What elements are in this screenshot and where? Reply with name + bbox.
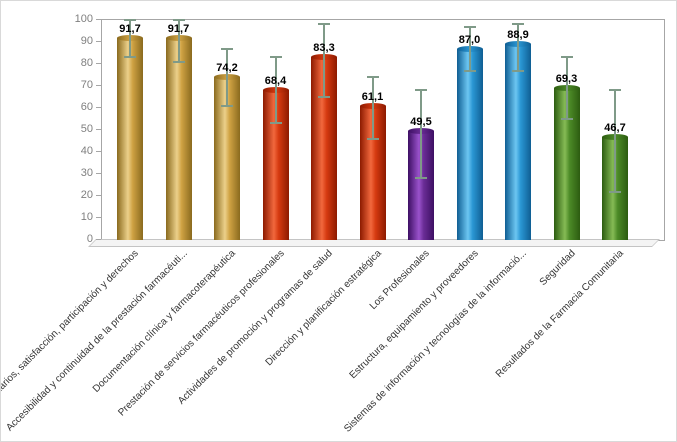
y-tick-mark: [96, 85, 101, 86]
error-bar-line: [468, 26, 471, 71]
error-bar-cap-high: [124, 19, 136, 21]
error-bar-cap-low: [512, 69, 524, 72]
y-tick-mark: [96, 239, 101, 240]
bar-slot: 61,1: [359, 20, 386, 240]
bar-slot: 91,7: [165, 19, 192, 240]
bar: [117, 38, 143, 240]
value-label: 88,9: [507, 29, 529, 42]
y-tick-label: 60: [80, 101, 93, 113]
bar-slot: 74,2: [214, 20, 240, 240]
error-bar-cap-high: [172, 19, 185, 21]
y-tick-mark: [96, 19, 101, 20]
error-bar-line: [565, 57, 568, 119]
value-label: 61,1: [361, 90, 384, 103]
y-tick-mark: [96, 107, 101, 108]
y-tick-mark: [96, 151, 101, 152]
error-bar-cap-low: [415, 177, 427, 180]
error-bar-line: [420, 90, 422, 179]
y-tick-mark: [96, 173, 101, 174]
y-tick-mark: [96, 63, 101, 64]
value-label: 83,3: [313, 41, 335, 54]
bar: [505, 44, 531, 240]
error-bar-line: [129, 20, 131, 58]
error-bar-cap-low: [463, 69, 476, 72]
error-bar-cap-high: [221, 47, 233, 50]
error-bar-cap-low: [560, 118, 573, 120]
value-label: 74,2: [216, 61, 238, 74]
bar-slot: 69,3: [553, 20, 580, 240]
value-label: 49,5: [410, 116, 432, 129]
error-bar-line: [323, 24, 325, 97]
error-bar-cap-high: [318, 23, 330, 26]
error-bar-cap-low: [221, 104, 233, 107]
error-bar-line: [226, 48, 228, 106]
bar-slot: 68,4: [262, 20, 289, 240]
error-bar-line: [614, 90, 616, 192]
y-tick-mark: [96, 41, 101, 42]
bar-slot: 49,5: [408, 20, 434, 240]
error-bar-cap-low: [609, 190, 621, 193]
error-bar-cap-high: [269, 56, 282, 59]
y-tick-label: 90: [80, 35, 93, 47]
error-bar-cap-high: [463, 25, 476, 28]
y-tick-label: 50: [80, 123, 93, 135]
y-tick-mark: [96, 195, 101, 196]
y-tick-label: 30: [80, 167, 93, 179]
y-tick-label: 100: [74, 13, 93, 25]
bar-slot: 46,7: [602, 20, 628, 240]
error-bar-line: [177, 20, 180, 62]
value-label: 46,7: [604, 122, 626, 135]
bar: [165, 38, 192, 240]
y-tick-mark: [96, 129, 101, 130]
error-bar-cap-high: [560, 56, 573, 59]
error-bar-cap-high: [366, 76, 379, 79]
error-bar-cap-high: [415, 89, 427, 92]
error-bar-cap-high: [512, 23, 524, 26]
value-label: 91,7: [167, 23, 190, 36]
value-label: 69,3: [555, 72, 578, 85]
error-bar-cap-low: [366, 137, 379, 140]
value-label: 91,7: [119, 23, 141, 36]
y-tick-label: 80: [80, 57, 93, 69]
bar-slot: 88,9: [505, 20, 531, 240]
bar: [456, 48, 483, 240]
error-bar-cap-high: [609, 89, 621, 92]
error-bar-cap-low: [269, 122, 282, 125]
bar-slot: 87,0: [456, 20, 483, 240]
y-tick-label: 70: [80, 79, 93, 91]
y-tick-label: 40: [80, 145, 93, 157]
y-tick-label: 0: [86, 233, 93, 245]
error-bar-line: [371, 77, 374, 139]
y-tick-mark: [96, 217, 101, 218]
y-tick-label: 20: [80, 189, 93, 201]
error-bar-line: [517, 24, 519, 71]
y-tick-label: 10: [80, 211, 93, 223]
error-bar-cap-low: [172, 60, 185, 63]
error-bar-line: [274, 57, 277, 124]
error-bar-cap-low: [124, 56, 136, 59]
bar-slot: 91,7: [117, 19, 143, 240]
bar-slot: 83,3: [311, 20, 337, 240]
value-label: 68,4: [264, 74, 287, 87]
plot-floor-3d: [88, 239, 660, 247]
plot-area: 91,7 91,7 74,2 68,4 83,3 61,1 49,5 87,0 88,9 69,3…: [88, 19, 665, 247]
value-label: 87,0: [458, 33, 481, 46]
error-bar-cap-low: [318, 96, 330, 98]
